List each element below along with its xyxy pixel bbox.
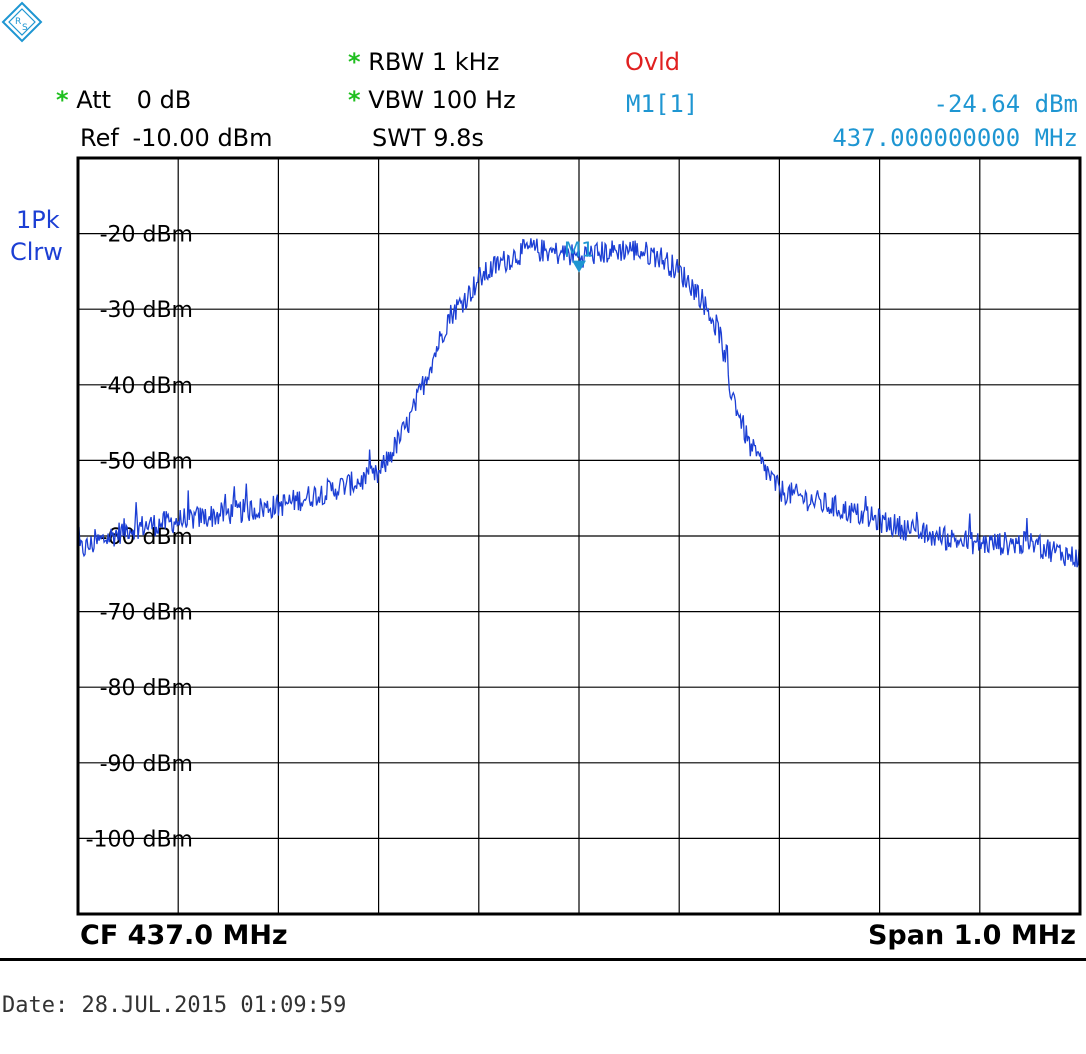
y-tick-label: -90 dBm [100,752,193,777]
swt-setting: SWT 9.8s [372,124,484,152]
rbw-star: * [348,48,361,76]
marker-frequency: 437.000000000 MHz [832,124,1078,152]
ref-label: Ref [80,124,119,152]
marker-group: M1 [564,238,594,273]
vbw-label: VBW [368,86,424,114]
marker-label: M1[1] [626,90,699,118]
att-label: Att [76,86,112,114]
trace-mode-line1: 1Pk [16,206,60,234]
swt-value: 9.8s [433,124,484,152]
y-tick-label: -20 dBm [100,223,193,248]
svg-text:S: S [22,23,28,33]
swt-label: SWT [372,124,426,152]
svg-text:R: R [15,17,21,27]
y-tick-labels: -20 dBm-30 dBm-40 dBm-50 dBm-60 dBm-70 d… [86,223,193,853]
ref-value: -10.00 dBm [132,124,273,152]
att-star: * [56,86,69,114]
spectrum-trace [77,238,1081,568]
ovld-indicator: Ovld [625,48,680,76]
rbw-value: 1 kHz [431,48,500,76]
att-value: 0 dB [136,86,192,114]
rbw-label: RBW [368,48,425,76]
trace-mode-line2: Clrw [10,238,63,266]
center-frequency: CF 437.0 MHz [80,920,288,951]
att-setting: * Att 0 dB [56,86,191,114]
footer-divider [0,958,1086,961]
vbw-star: * [348,86,361,114]
marker-tag: M1 [564,238,594,262]
ref-setting: Ref -10.00 dBm [80,124,273,152]
rbw-setting: * RBW 1 kHz [348,48,499,76]
span: Span 1.0 MHz [867,920,1076,951]
y-tick-label: -30 dBm [100,298,193,323]
marker-level: -24.64 dBm [933,90,1079,118]
spectrum-chart: -20 dBm-30 dBm-40 dBm-50 dBm-60 dBm-70 d… [76,156,1082,916]
y-tick-label: -100 dBm [86,827,193,852]
rohde-schwarz-logo-icon: R S [1,1,43,43]
y-tick-label: -70 dBm [100,601,193,626]
y-tick-label: -40 dBm [100,374,193,399]
y-tick-label: -80 dBm [100,676,193,701]
chart-grid [78,158,1080,914]
marker-triangle-icon [572,260,586,273]
vbw-setting: * VBW 100 Hz [348,86,516,114]
y-tick-label: -50 dBm [100,449,193,474]
vbw-value: 100 Hz [431,86,516,114]
timestamp: Date: 28.JUL.2015 01:09:59 [2,993,347,1018]
plot-frame [76,156,1082,916]
